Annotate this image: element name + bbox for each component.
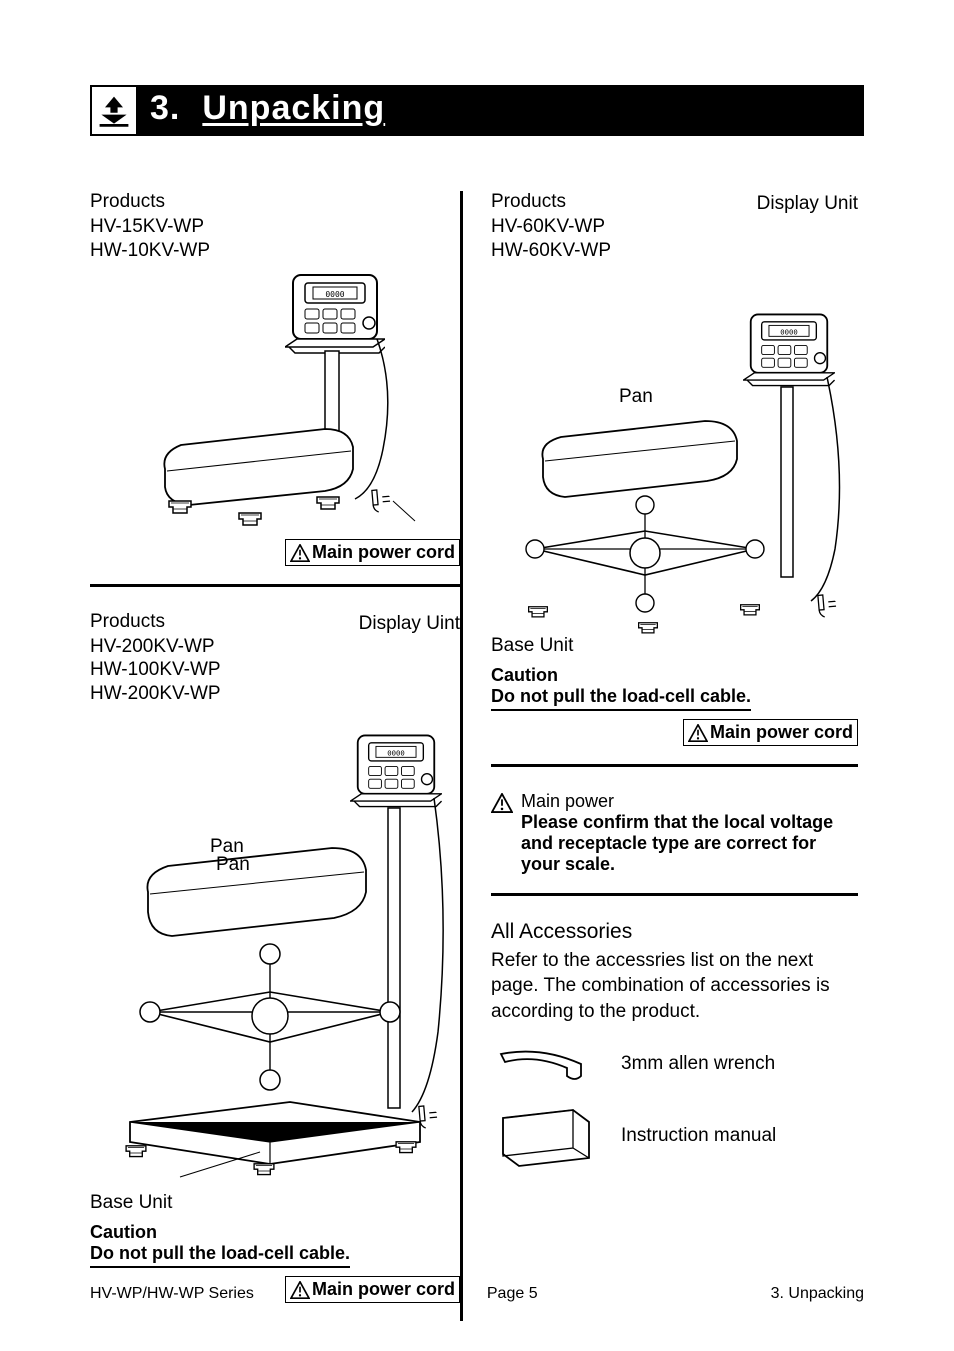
caution-label: Caution (90, 1222, 460, 1243)
main-power-cord-label: Main power cord (90, 539, 460, 566)
display-unit-label: Display Unit (757, 193, 858, 263)
footer-page: Page 5 (487, 1285, 538, 1303)
accessory-label: Instruction manual (621, 1125, 776, 1147)
heading-number: 3. (150, 89, 180, 128)
allen-wrench-icon (491, 1042, 601, 1086)
products-label: Products (90, 191, 210, 213)
heading-title: Unpacking (202, 89, 385, 128)
main-power-note: Please confirm that the local voltage an… (521, 812, 833, 874)
base-unit-label: Base Unit (491, 635, 858, 657)
model: HW-10KV-WP (90, 239, 210, 263)
panel-large-scale: Products HV-200KV-WP HW-100KV-WP HW-200K… (90, 611, 460, 1321)
warning-icon (491, 793, 513, 813)
model: HW-200KV-WP (90, 682, 221, 706)
panel-small-scale: Products HV-15KV-WP HW-10KV-WP (90, 191, 460, 587)
unpack-icon (90, 85, 138, 136)
products-label: Products (491, 191, 611, 213)
display-unit-label: Display Uint (359, 613, 460, 706)
heading-text: 3. Unpacking (138, 85, 864, 136)
accessories-body: Refer to the accessries list on the next… (491, 948, 858, 1025)
scale-medium-exploded-illustration (495, 269, 855, 639)
footer-section: 3. Unpacking (771, 1285, 864, 1303)
pan-label: Pan (619, 386, 653, 408)
scale-compact-illustration (125, 269, 425, 529)
model: HV-60KV-WP (491, 215, 611, 239)
caution-label: Caution (491, 665, 858, 686)
model: HV-15KV-WP (90, 215, 210, 239)
model: HV-200KV-WP (90, 635, 221, 659)
panel-accessories: All Accessories Refer to the accessries … (491, 920, 858, 1187)
warning-icon (290, 544, 310, 562)
accessory-wrench: 3mm allen wrench (491, 1042, 858, 1086)
pan-label: Pan (210, 836, 244, 858)
accessories-title: All Accessories (491, 920, 858, 944)
manual-icon (491, 1104, 601, 1168)
warning-icon (688, 724, 708, 742)
panel-medium-scale: Products HV-60KV-WP HW-60KV-WP Display U… (491, 191, 858, 767)
base-unit-label: Base Unit (90, 1192, 460, 1214)
panel-main-power-note: Main power Please confirm that the local… (491, 791, 858, 896)
footer-series: HV-WP/HW-WP Series (90, 1285, 254, 1303)
accessory-manual: Instruction manual (491, 1104, 858, 1168)
model: HW-100KV-WP (90, 658, 221, 682)
scale-large-exploded-illustration: Pan /*placeholder*/ (100, 712, 450, 1182)
main-power-cord-label: Main power cord (491, 719, 858, 746)
main-power-label: Main power (521, 791, 614, 811)
caution-text: Do not pull the load-cell cable. (90, 1243, 350, 1268)
caution-text: Do not pull the load-cell cable. (491, 686, 751, 711)
model: HW-60KV-WP (491, 239, 611, 263)
section-heading: 3. Unpacking (90, 85, 864, 136)
accessory-label: 3mm allen wrench (621, 1053, 775, 1075)
products-label: Products (90, 611, 221, 633)
page-footer: HV-WP/HW-WP Series Page 5 3. Unpacking (90, 1285, 864, 1303)
